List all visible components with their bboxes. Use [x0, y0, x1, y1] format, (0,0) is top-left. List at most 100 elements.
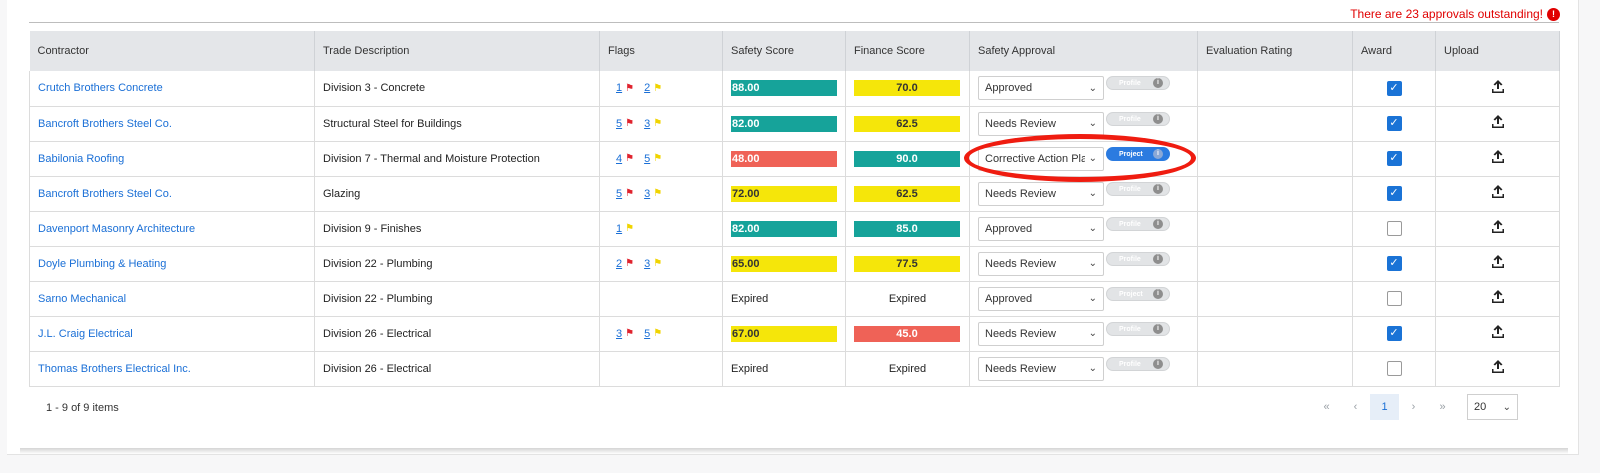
yellow-flag-number[interactable]: 3	[644, 117, 651, 130]
safety-score-cell: 82.00	[722, 211, 846, 247]
award-checkbox[interactable]: ✓	[1386, 186, 1402, 201]
safety-approval-select[interactable]: Approved ⌄	[978, 76, 1104, 101]
safety-approval-cell: Needs Review ⌄ Profile i	[969, 316, 1198, 352]
next-page-button[interactable]: ›	[1411, 401, 1416, 413]
award-checkbox[interactable]	[1386, 361, 1402, 376]
red-flag-count[interactable]: 2 ⚑	[616, 258, 634, 270]
safety-approval-select[interactable]: Approved ⌄	[978, 286, 1104, 311]
column-header-upload[interactable]: Upload	[1435, 31, 1560, 71]
safety-approval-select[interactable]: Needs Review ⌄	[978, 111, 1104, 136]
red-flag-icon: ⚑	[625, 153, 635, 164]
contractor-cell: Thomas Brothers Electrical Inc.	[29, 351, 315, 387]
red-flag-number[interactable]: 5	[616, 117, 623, 130]
profile-toggle[interactable]: Profile i	[1106, 111, 1170, 126]
info-icon: i	[1153, 218, 1163, 229]
safety-approval-select[interactable]: Needs Review ⌄	[978, 321, 1104, 346]
red-flag-number[interactable]: 2	[616, 257, 623, 270]
upload-icon[interactable]	[1490, 359, 1506, 375]
upload-icon[interactable]	[1490, 114, 1506, 130]
red-flag-count[interactable]: 1 ⚑	[616, 82, 634, 94]
contractor-link[interactable]: Sarno Mechanical	[38, 292, 127, 305]
upload-icon[interactable]	[1490, 79, 1506, 95]
profile-toggle[interactable]: Profile i	[1106, 181, 1170, 196]
upload-icon[interactable]	[1490, 149, 1506, 165]
safety-approval-select[interactable]: Needs Review ⌄	[978, 251, 1104, 276]
red-flag-number[interactable]: 3	[616, 327, 623, 340]
red-flag-count[interactable]: 5 ⚑	[616, 118, 634, 130]
page-button-current[interactable]: 1	[1370, 394, 1399, 420]
profile-toggle[interactable]: Profile i	[1106, 76, 1170, 90]
contractor-link[interactable]: Doyle Plumbing & Heating	[38, 257, 167, 270]
column-header-safety-approval[interactable]: Safety Approval	[969, 31, 1198, 71]
column-header-trade[interactable]: Trade Description	[314, 31, 600, 71]
yellow-flag-number[interactable]: 1	[616, 222, 623, 235]
award-checkbox[interactable]: ✓	[1386, 256, 1402, 271]
column-header-contractor[interactable]: Contractor	[29, 31, 315, 71]
column-header-flags[interactable]: Flags	[599, 31, 723, 71]
yellow-flag-count[interactable]: 3 ⚑	[644, 188, 662, 200]
prev-page-button[interactable]: ‹	[1353, 401, 1358, 413]
contractor-link[interactable]: Davenport Masonry Architecture	[38, 222, 196, 235]
safety-approval-select[interactable]: Corrective Action Plan ⌄	[978, 146, 1104, 171]
red-flag-count[interactable]: 3 ⚑	[616, 328, 634, 340]
upload-icon[interactable]	[1490, 184, 1506, 200]
upload-icon[interactable]	[1490, 219, 1506, 235]
award-checkbox[interactable]: ✓	[1386, 116, 1402, 131]
yellow-flag-count[interactable]: 2 ⚑	[644, 82, 662, 94]
contractor-cell: Bancroft Brothers Steel Co.	[29, 176, 315, 212]
profile-toggle[interactable]: Profile i	[1106, 356, 1170, 371]
award-checkbox[interactable]	[1386, 291, 1402, 306]
yellow-flag-number[interactable]: 5	[644, 152, 651, 165]
contractor-link[interactable]: Thomas Brothers Electrical Inc.	[38, 362, 191, 375]
profile-toggle[interactable]: Profile i	[1106, 216, 1170, 231]
award-checkbox[interactable]: ✓	[1386, 326, 1402, 341]
safety-approval-select[interactable]: Approved ⌄	[978, 216, 1104, 241]
profile-toggle[interactable]: Project i	[1106, 286, 1170, 301]
red-flag-count[interactable]: 4 ⚑	[616, 153, 634, 165]
contractor-link[interactable]: Bancroft Brothers Steel Co.	[38, 117, 172, 130]
first-page-button[interactable]: «	[1323, 401, 1330, 413]
profile-toggle[interactable]: Profile i	[1106, 251, 1170, 266]
page-size-select[interactable]: 20 ⌄	[1467, 394, 1518, 420]
award-checkbox[interactable]	[1386, 221, 1402, 236]
safety-score-cell: Expired	[722, 281, 846, 317]
upload-icon[interactable]	[1490, 289, 1506, 305]
safety-approval-select[interactable]: Needs Review ⌄	[978, 356, 1104, 381]
yellow-flag-number[interactable]: 5	[644, 327, 651, 340]
column-header-safety-score[interactable]: Safety Score	[722, 31, 846, 71]
yellow-flag-icon: ⚑	[653, 82, 663, 94]
yellow-flag-count[interactable]: 3 ⚑	[644, 118, 662, 130]
red-flag-count[interactable]: 5 ⚑	[616, 188, 634, 200]
finance-score-cell: 62.5	[845, 176, 970, 212]
yellow-flag-count[interactable]: 3 ⚑	[644, 258, 662, 270]
safety-approval-cell: Needs Review ⌄ Profile i	[969, 106, 1198, 142]
red-flag-number[interactable]: 4	[616, 152, 623, 165]
yellow-flag-number[interactable]: 3	[644, 187, 651, 200]
red-flag-number[interactable]: 1	[616, 82, 623, 95]
profile-toggle[interactable]: Project i	[1106, 146, 1170, 161]
yellow-flag-number[interactable]: 3	[644, 257, 651, 270]
flags-cell: 2 ⚑ 3 ⚑	[599, 246, 723, 282]
contractor-link[interactable]: Bancroft Brothers Steel Co.	[38, 187, 172, 200]
yellow-flag-count[interactable]: 5 ⚑	[644, 153, 662, 165]
upload-icon[interactable]	[1490, 254, 1506, 270]
yellow-flag-number[interactable]: 2	[644, 82, 651, 95]
info-icon: i	[1153, 323, 1163, 334]
yellow-flag-count[interactable]: 5 ⚑	[644, 328, 662, 340]
column-header-finance-score[interactable]: Finance Score	[845, 31, 970, 71]
contractor-link[interactable]: J.L. Craig Electrical	[38, 327, 133, 340]
yellow-flag-count[interactable]: 1 ⚑	[616, 223, 634, 235]
contractor-link[interactable]: Babilonia Roofing	[38, 152, 125, 165]
last-page-button[interactable]: »	[1439, 401, 1446, 413]
column-header-evaluation-rating[interactable]: Evaluation Rating	[1197, 31, 1353, 71]
column-header-award[interactable]: Award	[1352, 31, 1436, 71]
contractor-link[interactable]: Crutch Brothers Concrete	[38, 82, 163, 95]
award-cell: ✓	[1352, 106, 1436, 142]
award-checkbox[interactable]: ✓	[1386, 151, 1402, 166]
safety-score-cell: 72.00	[722, 176, 846, 212]
safety-approval-select[interactable]: Needs Review ⌄	[978, 181, 1104, 206]
award-checkbox[interactable]: ✓	[1386, 80, 1402, 96]
profile-toggle[interactable]: Profile i	[1106, 321, 1170, 336]
red-flag-number[interactable]: 5	[616, 187, 623, 200]
upload-icon[interactable]	[1490, 324, 1506, 340]
